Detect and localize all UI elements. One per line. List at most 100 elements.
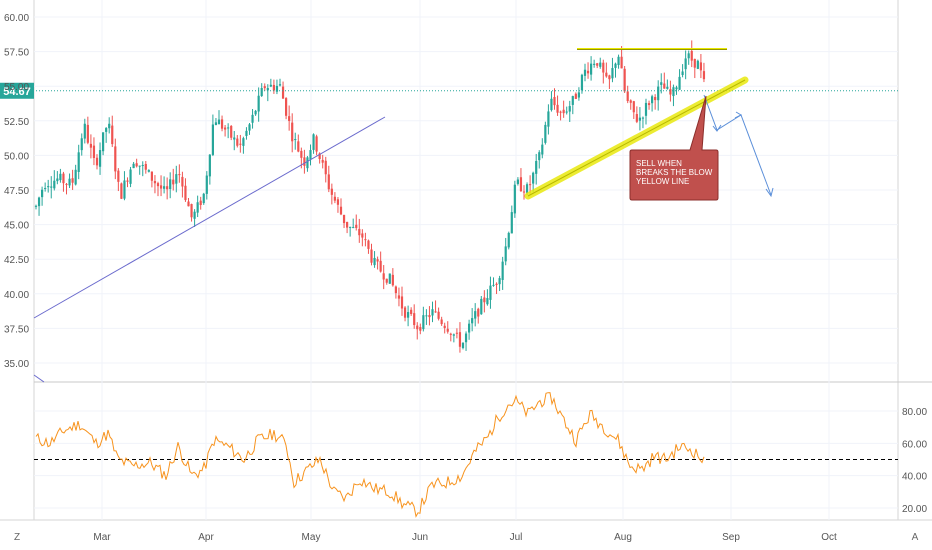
candle-body-214 xyxy=(687,53,690,59)
price-tick-0: 60.00 xyxy=(4,13,29,24)
candle-body-68 xyxy=(242,138,245,146)
candle-body-117 xyxy=(391,274,394,286)
candle-body-138 xyxy=(455,332,458,334)
candle-body-197 xyxy=(635,114,638,122)
candle-body-34 xyxy=(138,165,141,167)
candle-body-212 xyxy=(681,71,684,76)
candle-body-102 xyxy=(346,221,349,228)
candle-body-93 xyxy=(318,153,321,160)
candle-body-49 xyxy=(184,185,187,201)
candle-body-78 xyxy=(272,84,275,91)
candle-body-217 xyxy=(696,60,699,69)
candle-body-203 xyxy=(654,97,657,101)
candle-body-57 xyxy=(208,154,211,177)
candle-body-187 xyxy=(605,72,608,77)
candle-body-5 xyxy=(50,186,53,188)
candle-body-23 xyxy=(105,128,108,132)
candle-body-157 xyxy=(513,184,516,214)
price-tick-8: 40.00 xyxy=(4,290,29,301)
candle-body-61 xyxy=(220,119,224,129)
candle-body-170 xyxy=(553,97,556,106)
candle-body-201 xyxy=(647,103,651,106)
candle-body-4 xyxy=(47,186,50,188)
x-tick-3: Jun xyxy=(412,532,428,543)
candle-body-107 xyxy=(361,233,364,238)
candle-body-92 xyxy=(315,136,318,152)
candle-body-76 xyxy=(266,88,269,91)
candle-body-112 xyxy=(376,259,379,262)
support-trendline xyxy=(33,116,386,319)
candle-body-25 xyxy=(111,125,114,145)
last-price-badge xyxy=(0,82,34,99)
candle-body-213 xyxy=(684,58,687,70)
candle-body-0 xyxy=(34,205,38,207)
candle-body-63 xyxy=(227,127,230,129)
projection-path xyxy=(703,94,772,196)
x-tick-5: Aug xyxy=(614,532,632,543)
candle-body-48 xyxy=(181,176,184,187)
candle-body-211 xyxy=(678,76,681,90)
axis-button-right[interactable]: A xyxy=(912,532,919,543)
candle-body-122 xyxy=(407,312,410,318)
candle-body-30 xyxy=(126,180,129,182)
price-tick-1: 57.50 xyxy=(4,48,29,59)
candle-body-190 xyxy=(614,63,617,68)
candle-body-79 xyxy=(275,85,279,92)
candle-body-115 xyxy=(385,278,388,283)
candle-body-133 xyxy=(440,319,443,325)
candle-body-145 xyxy=(477,308,480,317)
candle-body-73 xyxy=(257,95,260,112)
axis-button-left[interactable]: Z xyxy=(14,532,20,543)
candle-body-47 xyxy=(178,174,181,176)
candle-body-219 xyxy=(702,71,706,80)
candle-body-45 xyxy=(172,179,175,185)
candle-body-71 xyxy=(251,114,254,123)
candle-body-174 xyxy=(565,111,568,113)
candle-body-41 xyxy=(159,185,163,189)
candle-body-17 xyxy=(86,124,89,143)
price-tick-9: 37.50 xyxy=(4,324,29,335)
x-tick-6: Sep xyxy=(722,532,740,543)
candle-body-56 xyxy=(205,175,208,194)
candle-body-119 xyxy=(397,295,401,299)
candle-body-72 xyxy=(254,110,257,115)
candle-body-111 xyxy=(373,257,376,266)
candle-body-108 xyxy=(364,239,367,241)
candle-body-158 xyxy=(516,179,519,184)
candle-body-156 xyxy=(510,212,513,234)
price-tick-4: 50.00 xyxy=(4,151,29,162)
candle-body-96 xyxy=(327,174,330,190)
candle-body-186 xyxy=(602,62,605,73)
candle-body-205 xyxy=(660,82,663,85)
candle-body-194 xyxy=(626,91,629,102)
candle-body-11 xyxy=(68,178,71,186)
candle-body-149 xyxy=(489,285,492,300)
candle-body-196 xyxy=(632,101,635,113)
candle-body-22 xyxy=(102,132,105,152)
candle-body-44 xyxy=(169,179,172,190)
yellow-support-line-core xyxy=(527,79,746,197)
candle-body-180 xyxy=(583,69,587,76)
x-tick-7: Oct xyxy=(821,532,837,543)
candle-body-123 xyxy=(410,309,413,314)
candle-body-19 xyxy=(92,145,96,159)
candle-body-39 xyxy=(153,181,157,184)
candle-body-52 xyxy=(193,211,196,219)
candle-body-129 xyxy=(428,315,431,318)
candle-body-134 xyxy=(443,325,446,329)
price-tick-5: 47.50 xyxy=(4,186,29,197)
candle-body-183 xyxy=(593,63,596,65)
candle-body-42 xyxy=(163,186,166,189)
projection-arrow-2 xyxy=(734,111,743,119)
candle-body-188 xyxy=(608,75,611,80)
candle-body-60 xyxy=(217,119,221,125)
candle-body-1 xyxy=(37,197,41,207)
candle-body-6 xyxy=(53,180,56,189)
candle-body-132 xyxy=(437,311,440,319)
candle-body-105 xyxy=(355,224,358,228)
candle-body-94 xyxy=(321,159,324,163)
candle-body-202 xyxy=(651,96,654,104)
